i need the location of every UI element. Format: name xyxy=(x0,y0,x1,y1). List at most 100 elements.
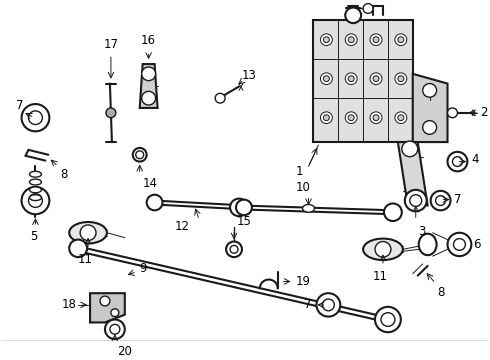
Circle shape xyxy=(142,91,156,105)
Text: 3: 3 xyxy=(418,225,425,238)
FancyBboxPatch shape xyxy=(314,20,413,142)
Circle shape xyxy=(381,313,395,327)
Circle shape xyxy=(373,37,379,42)
Circle shape xyxy=(323,37,329,42)
Circle shape xyxy=(395,112,407,123)
Circle shape xyxy=(322,299,334,311)
Ellipse shape xyxy=(29,187,41,193)
Circle shape xyxy=(398,76,404,82)
Circle shape xyxy=(320,73,332,85)
Circle shape xyxy=(69,239,87,257)
Circle shape xyxy=(142,67,156,81)
Circle shape xyxy=(345,8,361,23)
Circle shape xyxy=(384,203,402,221)
Text: 4: 4 xyxy=(471,153,479,166)
Circle shape xyxy=(395,34,407,46)
Text: 16: 16 xyxy=(141,35,156,48)
Circle shape xyxy=(22,104,49,131)
Text: 7: 7 xyxy=(16,99,23,112)
Circle shape xyxy=(230,199,248,216)
Circle shape xyxy=(28,194,43,207)
Circle shape xyxy=(375,307,401,332)
Circle shape xyxy=(431,191,450,210)
Circle shape xyxy=(375,242,391,257)
Circle shape xyxy=(402,141,418,157)
Circle shape xyxy=(452,157,463,166)
Ellipse shape xyxy=(29,179,41,185)
Circle shape xyxy=(320,34,332,46)
Text: 20: 20 xyxy=(117,345,132,358)
Circle shape xyxy=(423,84,437,97)
Text: 18: 18 xyxy=(61,298,76,311)
Circle shape xyxy=(323,115,329,121)
Circle shape xyxy=(348,115,354,121)
Text: 12: 12 xyxy=(174,220,190,233)
Circle shape xyxy=(215,93,225,103)
Text: 17: 17 xyxy=(103,39,119,51)
Circle shape xyxy=(110,324,120,334)
Circle shape xyxy=(106,108,116,118)
Circle shape xyxy=(345,112,357,123)
Text: 2: 2 xyxy=(480,106,488,119)
Circle shape xyxy=(236,199,252,215)
Circle shape xyxy=(22,187,49,214)
Ellipse shape xyxy=(363,239,403,260)
Circle shape xyxy=(133,148,147,162)
Text: 15: 15 xyxy=(237,215,252,228)
Ellipse shape xyxy=(29,171,41,177)
Polygon shape xyxy=(398,142,428,206)
Circle shape xyxy=(398,115,404,121)
Polygon shape xyxy=(413,74,447,142)
Text: 10: 10 xyxy=(296,181,311,194)
Circle shape xyxy=(323,76,329,82)
Circle shape xyxy=(370,73,382,85)
Ellipse shape xyxy=(419,234,437,255)
Circle shape xyxy=(28,111,43,125)
Polygon shape xyxy=(90,293,125,323)
Text: 14: 14 xyxy=(143,177,158,190)
Ellipse shape xyxy=(302,204,315,212)
Text: 6: 6 xyxy=(473,238,481,251)
Text: 13: 13 xyxy=(242,69,257,82)
Circle shape xyxy=(320,112,332,123)
Circle shape xyxy=(345,34,357,46)
Circle shape xyxy=(370,34,382,46)
Circle shape xyxy=(345,73,357,85)
Circle shape xyxy=(348,37,354,42)
Circle shape xyxy=(447,108,458,118)
Circle shape xyxy=(423,121,437,134)
Circle shape xyxy=(370,112,382,123)
Ellipse shape xyxy=(29,195,41,201)
Circle shape xyxy=(111,309,119,316)
Text: 8: 8 xyxy=(60,168,68,181)
Text: 1: 1 xyxy=(296,165,303,178)
Circle shape xyxy=(447,152,467,171)
Circle shape xyxy=(317,293,340,316)
Circle shape xyxy=(447,233,471,256)
Text: 11: 11 xyxy=(77,253,93,266)
Circle shape xyxy=(395,73,407,85)
Text: 11: 11 xyxy=(372,270,388,283)
Circle shape xyxy=(398,37,404,42)
Text: 5: 5 xyxy=(30,230,37,243)
Circle shape xyxy=(226,242,242,257)
Text: 8: 8 xyxy=(438,286,445,300)
Circle shape xyxy=(373,76,379,82)
Text: 7: 7 xyxy=(304,298,312,311)
Text: 9: 9 xyxy=(140,262,147,275)
Circle shape xyxy=(405,190,427,211)
Circle shape xyxy=(453,239,465,250)
Circle shape xyxy=(100,296,110,306)
Circle shape xyxy=(80,225,96,240)
Polygon shape xyxy=(140,64,158,108)
Circle shape xyxy=(105,320,125,339)
Circle shape xyxy=(147,195,163,210)
Circle shape xyxy=(136,151,144,159)
Text: 7: 7 xyxy=(454,193,462,206)
Ellipse shape xyxy=(69,222,107,243)
Text: 19: 19 xyxy=(295,275,311,288)
Circle shape xyxy=(348,76,354,82)
Circle shape xyxy=(410,195,422,206)
Circle shape xyxy=(436,196,445,206)
Circle shape xyxy=(373,115,379,121)
